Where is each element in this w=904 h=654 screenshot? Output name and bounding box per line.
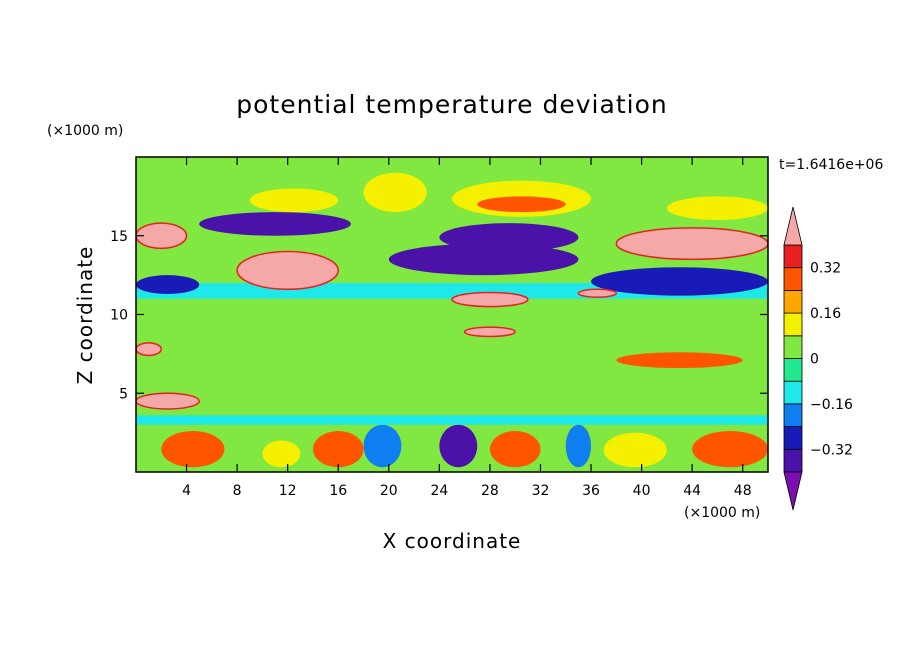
x-tick-label: 36 xyxy=(582,483,600,499)
field-band-4 xyxy=(136,385,768,417)
field-blob-10 xyxy=(199,212,351,236)
time-label: t=1.6416e+06 xyxy=(779,157,883,173)
x-tick-label: 32 xyxy=(532,483,550,499)
field-blob-15 xyxy=(136,222,188,250)
field-blob-19 xyxy=(577,288,618,298)
field-blob-29 xyxy=(439,424,478,468)
field-blob-14 xyxy=(136,275,200,295)
x-tick-label: 12 xyxy=(279,483,297,499)
x-tick-label: 28 xyxy=(481,483,499,499)
x-tick-label: 44 xyxy=(683,483,701,499)
field-blob-25 xyxy=(312,431,364,468)
field-blob-22 xyxy=(136,392,200,410)
field-band-1 xyxy=(136,298,768,331)
field-blob-32 xyxy=(603,432,667,468)
colorbar-swatch xyxy=(783,289,803,314)
x-tick-label: 24 xyxy=(430,483,448,499)
field-blob-21 xyxy=(136,342,163,357)
field-blob-9 xyxy=(666,196,768,220)
field-blob-18 xyxy=(451,291,529,308)
x-tick-label: 8 xyxy=(233,483,242,499)
y-axis: 5 10 15 xyxy=(110,229,768,402)
colorbar-label: 0.16 xyxy=(810,306,841,322)
colorbar-label: −0.16 xyxy=(810,397,853,413)
field-blob-13 xyxy=(591,267,768,296)
field-blob-16 xyxy=(236,250,339,291)
x-tick-label: 4 xyxy=(182,483,191,499)
colorbar-swatch xyxy=(783,244,803,269)
field-band-33 xyxy=(136,415,768,425)
field-blob-27 xyxy=(692,431,768,468)
colorbar-min-arrow xyxy=(783,471,803,511)
colorbar-swatch xyxy=(783,448,803,473)
field-blob-24 xyxy=(161,431,225,468)
colorbar-swatch xyxy=(783,380,803,405)
plot-area xyxy=(136,157,768,472)
field-blob-5 xyxy=(363,172,427,213)
chart-title: potential temperature deviation xyxy=(236,90,667,119)
x-tick-label: 40 xyxy=(633,483,651,499)
field-blob-8 xyxy=(249,188,339,213)
x-tick-label: 16 xyxy=(329,483,347,499)
colorbar-max-arrow xyxy=(783,206,803,246)
x-tick-label: 48 xyxy=(734,483,752,499)
y-tick-label: 15 xyxy=(110,229,128,245)
colorbar-swatch xyxy=(783,403,803,427)
colorbar-swatch xyxy=(783,335,803,359)
y-tick-label: 10 xyxy=(110,308,128,324)
colorbar-label: 0 xyxy=(810,352,819,368)
y-tick-label: 5 xyxy=(119,386,128,402)
field-blob-7 xyxy=(477,196,566,213)
field-blob-17 xyxy=(615,227,768,261)
field-blob-23 xyxy=(616,352,743,369)
colorbar: 0.32 0.16 0 −0.16 −0.32 xyxy=(783,206,853,511)
y-axis-label: Z coordinate xyxy=(73,246,97,385)
colorbar-label: −0.32 xyxy=(810,442,853,458)
field-blob-26 xyxy=(489,431,541,468)
colorbar-swatch xyxy=(783,426,803,450)
x-tick-label: 20 xyxy=(380,483,398,499)
field-blob-20 xyxy=(463,326,516,338)
field-blob-28 xyxy=(363,424,402,468)
y-unit-label: (×1000 m) xyxy=(47,123,123,139)
x-unit-label: (×1000 m) xyxy=(684,505,760,521)
field-blob-30 xyxy=(565,424,592,468)
x-axis-label: X coordinate xyxy=(383,529,522,553)
x-axis: 4 8 12 16 20 24 28 32 36 40 44 48 xyxy=(182,157,752,499)
colorbar-swatch xyxy=(783,267,803,291)
colorbar-label: 0.32 xyxy=(810,261,841,277)
colorbar-swatch xyxy=(783,312,803,337)
colorbar-swatch xyxy=(783,358,803,382)
field-blob-31 xyxy=(262,440,301,468)
field-blob-12 xyxy=(388,243,579,276)
